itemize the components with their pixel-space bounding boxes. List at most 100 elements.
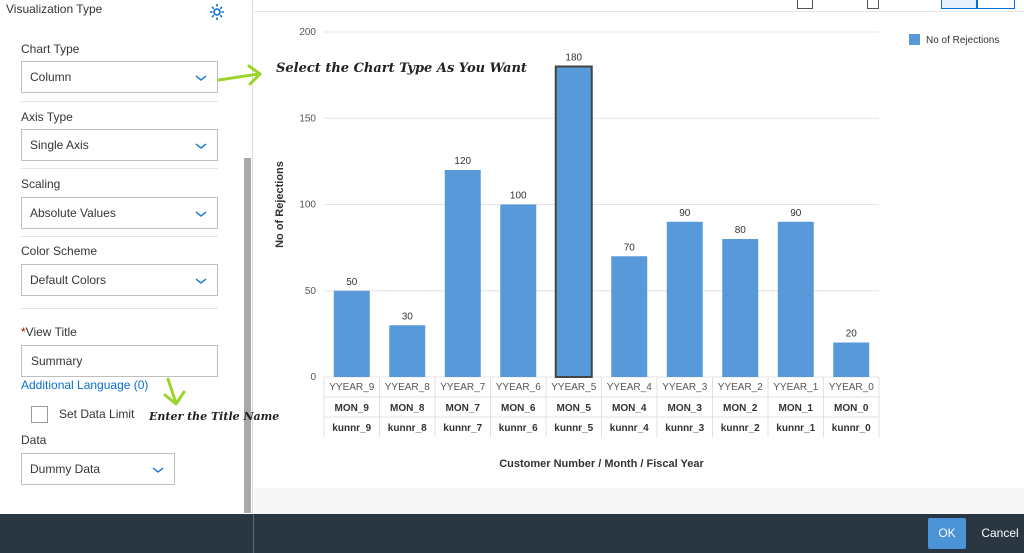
bar	[500, 204, 537, 377]
divider	[21, 308, 218, 309]
x-tick-label: YYEAR_1	[773, 382, 818, 393]
y-tick-label: 150	[299, 113, 316, 124]
x-tick-label: kunnr_9	[332, 423, 371, 434]
annotation-arrow-right	[217, 64, 262, 86]
chevron-down-icon	[195, 278, 207, 284]
chart-type-label: Chart Type	[21, 42, 80, 56]
x-tick-label: YYEAR_6	[496, 382, 541, 393]
x-tick-label: YYEAR_3	[662, 382, 707, 393]
annotation-arrow-down	[163, 377, 186, 406]
data-select[interactable]: Dummy Data	[21, 453, 175, 485]
x-tick-label: kunnr_8	[388, 423, 427, 434]
data-label: 120	[454, 156, 471, 167]
data-label: 80	[735, 225, 747, 236]
panel-scrollbar[interactable]	[244, 158, 251, 513]
settings-panel: Visualization Type Chart Type Column Axi…	[0, 0, 253, 514]
table-view-toggle[interactable]	[977, 0, 1015, 9]
y-tick-label: 50	[305, 286, 317, 297]
toolbar-button[interactable]	[867, 0, 879, 9]
chart-type-annotation: Select the Chart Type As You Want	[276, 61, 527, 76]
data-label: 70	[624, 242, 636, 253]
title-annotation: Enter the Title Name	[149, 410, 280, 423]
dialog-footer	[0, 514, 1024, 553]
x-tick-label: YYEAR_7	[440, 382, 485, 393]
chevron-down-icon	[152, 467, 164, 473]
bar	[611, 256, 648, 377]
scaling-select[interactable]: Absolute Values	[21, 197, 218, 229]
x-tick-label: MON_7	[446, 403, 481, 414]
x-tick-label: kunnr_5	[554, 423, 593, 434]
x-tick-label: YYEAR_2	[718, 382, 763, 393]
x-tick-label: MON_4	[612, 403, 647, 414]
data-label: 20	[846, 329, 858, 340]
view-title-input[interactable]: Summary	[21, 345, 218, 377]
x-tick-label: YYEAR_8	[385, 382, 430, 393]
additional-language-link[interactable]: Additional Language (0)	[21, 378, 149, 392]
toolbar-button[interactable]	[797, 0, 813, 9]
gear-icon[interactable]	[207, 1, 227, 21]
chart-type-value: Column	[30, 70, 72, 84]
x-tick-label: MON_6	[501, 403, 536, 414]
scaling-label: Scaling	[21, 177, 61, 191]
x-tick-label: MON_9	[335, 403, 370, 414]
chart-view-toggle[interactable]	[941, 0, 977, 9]
chart-footer-space	[254, 488, 1024, 514]
view-title-label-text: View Title	[25, 325, 77, 339]
bar	[722, 239, 759, 377]
x-tick-label: MON_5	[557, 403, 592, 414]
x-tick-label: kunnr_6	[499, 423, 538, 434]
data-label: 100	[510, 191, 527, 202]
x-tick-label: kunnr_0	[832, 423, 871, 434]
axis-type-value: Single Axis	[30, 138, 89, 152]
x-tick-label: kunnr_1	[776, 423, 815, 434]
x-tick-label: YYEAR_5	[551, 382, 596, 393]
bar	[389, 325, 426, 377]
x-axis-label: Customer Number / Month / Fiscal Year	[499, 458, 704, 470]
legend-label: No of Rejections	[926, 35, 999, 46]
set-data-limit-label: Set Data Limit	[59, 407, 135, 421]
panel-title: Visualization Type	[6, 2, 103, 16]
data-label: 30	[402, 311, 414, 322]
ok-button[interactable]: OK	[928, 518, 966, 549]
y-axis-label: No of Rejections	[274, 161, 286, 248]
chart-type-select[interactable]: Column	[21, 61, 218, 93]
data-label: 90	[790, 208, 802, 219]
view-title-value: Summary	[31, 354, 83, 368]
set-data-limit-checkbox[interactable]	[31, 406, 48, 423]
x-tick-label: YYEAR_0	[829, 382, 874, 393]
view-title-label: *View Title	[21, 325, 77, 339]
data-label: Data	[21, 433, 47, 447]
bar	[777, 221, 814, 377]
x-tick-label: kunnr_2	[721, 423, 760, 434]
scaling-value: Absolute Values	[30, 206, 116, 220]
bar	[666, 221, 703, 377]
axis-type-select[interactable]: Single Axis	[21, 129, 218, 161]
divider	[21, 236, 218, 237]
y-tick-label: 0	[310, 372, 316, 383]
chevron-down-icon	[195, 75, 207, 81]
color-scheme-select[interactable]: Default Colors	[21, 264, 218, 296]
data-label: 90	[679, 208, 691, 219]
column-chart: 0 50 100 150 200 No of Rejections 50 YYEAR_9 MON…	[274, 27, 999, 470]
y-tick-label: 200	[299, 27, 316, 38]
footer-divider	[253, 514, 254, 553]
x-tick-label: MON_1	[779, 403, 814, 414]
divider	[21, 101, 218, 102]
cancel-button[interactable]: Cancel	[981, 526, 1019, 540]
chevron-down-icon	[195, 143, 207, 149]
x-tick-label: MON_8	[390, 403, 425, 414]
bar[interactable]	[554, 65, 593, 378]
data-label: 180	[565, 53, 582, 64]
chevron-down-icon	[195, 211, 207, 217]
required-mark: *	[21, 325, 26, 339]
x-tick-label: YYEAR_9	[329, 382, 374, 393]
x-tick-label: MON_2	[723, 403, 758, 414]
color-scheme-label: Color Scheme	[21, 244, 98, 258]
chart-toolbar	[254, 0, 1024, 12]
divider	[21, 168, 218, 169]
x-tick-label: YYEAR_4	[607, 382, 652, 393]
x-tick-label: MON_3	[668, 403, 703, 414]
bar	[833, 342, 870, 377]
y-tick-label: 100	[299, 200, 316, 211]
